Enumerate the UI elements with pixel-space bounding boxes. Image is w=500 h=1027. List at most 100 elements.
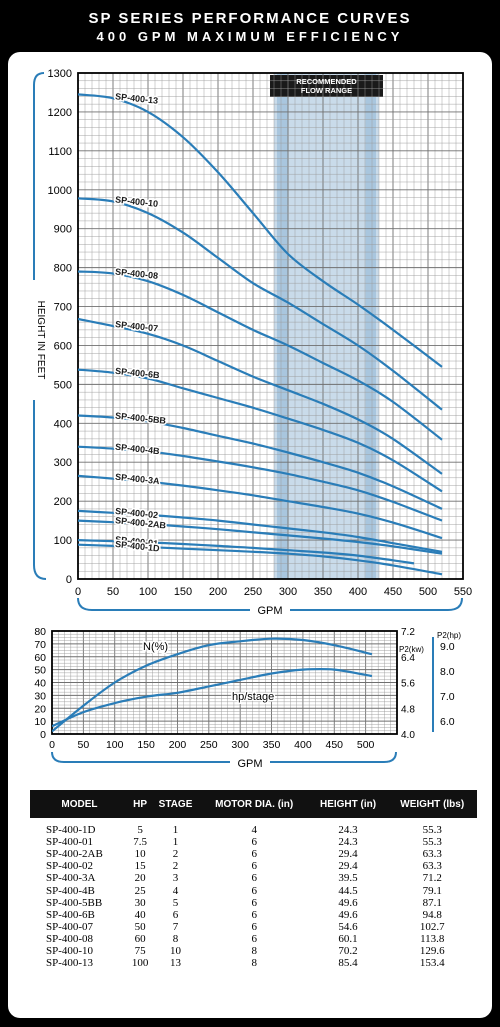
table-cell: 79.1: [422, 884, 442, 897]
table-row: SP-400-01 7.5 1 6 24.3 55.3: [30, 836, 477, 848]
y-tick-label: 600: [54, 340, 72, 352]
table-cell: 39.5: [338, 872, 358, 885]
table-cell: 1: [172, 824, 179, 837]
y-tick-label: 100: [54, 535, 72, 547]
curve-sp-400-08: [78, 270, 443, 441]
table-cell: 8: [251, 957, 257, 970]
table-cell: 2: [172, 848, 179, 861]
table-row: SP-400-02 15 2 6 29.4 63.3: [30, 860, 477, 872]
y-tick-label: 60: [34, 652, 46, 664]
x-tick-label: 200: [169, 739, 187, 751]
y-tick-label: 1300: [48, 68, 72, 80]
curve-sp-400-13: [78, 93, 443, 368]
table-cell: 8: [172, 932, 179, 945]
table-cell: 13: [170, 957, 182, 970]
plot-frame: [51, 630, 398, 735]
y-tick-label: 0: [40, 729, 46, 741]
curve-label: SP-400-13: [115, 91, 159, 105]
table-cell: 87.1: [422, 896, 442, 909]
curve-label: N(%): [143, 641, 168, 653]
table-row: SP-400-5BB 30 5 6 49.6 87.1: [30, 897, 477, 909]
curve-efficiency: [52, 637, 373, 733]
table-cell: SP-400-6B: [46, 908, 95, 921]
table-cell: SP-400-07: [46, 920, 94, 933]
table-cell: 7.5: [133, 836, 147, 849]
table-cell: 55.3: [422, 836, 442, 849]
curve-label: hp/stage: [232, 691, 274, 703]
table-cell: SP-400-5BB: [46, 896, 103, 909]
table-cell: 113.8: [420, 932, 445, 945]
curve-label: SP-400-6B: [115, 366, 161, 381]
table-cell: SP-400-2AB: [46, 848, 103, 861]
header: SP SERIES PERFORMANCE CURVES 400 GPM MAX…: [0, 0, 500, 50]
column-header: HEIGHT (in): [308, 790, 388, 818]
band-label-line: RECOMMENDED: [296, 77, 357, 86]
table-cell: 40: [134, 908, 146, 921]
y-tick-label: 80: [34, 626, 46, 638]
curve-hp-stage: [52, 667, 373, 728]
table-cell: 49.6: [338, 896, 358, 909]
table-cell: 6: [172, 908, 179, 921]
table-row: SP-400-08 60 8 6 60.1 113.8: [30, 933, 477, 945]
table-cell: 49.6: [338, 908, 358, 921]
table-cell: 102.7: [419, 920, 445, 933]
y-tick-label: 70: [34, 639, 46, 651]
y-tick-label: 200: [54, 496, 72, 508]
table-cell: 6: [251, 908, 257, 921]
table-row: SP-400-1D 5 1 4 24.3 55.3: [30, 818, 477, 836]
y-tick-label: 1100: [48, 146, 72, 158]
y-tick-label: 0: [66, 574, 72, 586]
table-cell: 1: [172, 836, 179, 849]
x-tick-label: 350: [263, 739, 281, 751]
table-cell: 70.2: [338, 944, 358, 957]
table-cell: 15: [134, 860, 146, 873]
x-tick-label: 500: [419, 586, 437, 598]
table-row: SP-400-4B 25 4 6 44.5 79.1: [30, 884, 477, 897]
y-tick-label: 1000: [48, 185, 72, 197]
curve-sp-400-01: [78, 539, 415, 565]
table-row: SP-400-3A 20 3 6 39.5 71.2: [30, 872, 477, 884]
x-tick-label: 100: [139, 586, 157, 598]
column-header: STAGE: [151, 790, 200, 818]
table-cell: 6: [251, 848, 257, 861]
x-tick-label: 400: [349, 586, 367, 598]
x-tick-label: 300: [231, 739, 249, 751]
table-cell: 85.4: [338, 957, 358, 970]
column-header: WEIGHT (lbs): [387, 790, 477, 818]
x-tick-label: 450: [384, 586, 402, 598]
x-tick-label: 200: [209, 586, 227, 598]
table-cell: 29.4: [338, 848, 358, 861]
x-tick-label: 50: [78, 739, 90, 751]
table-cell: 24.3: [338, 836, 358, 849]
x-tick-label: 250: [244, 586, 262, 598]
x-tick-label: 300: [279, 586, 297, 598]
x-tick-label: 350: [314, 586, 332, 598]
curve-sp-400-5bb: [78, 414, 443, 510]
curve-sp-400-02: [78, 509, 443, 553]
table-cell: 2: [172, 860, 179, 873]
x-axis-label: GPM: [237, 758, 262, 770]
table-cell: SP-400-10: [46, 944, 94, 957]
column-header: MOTOR DIA. (in): [199, 790, 309, 818]
table-cell: 153.4: [419, 957, 445, 970]
table-cell: SP-400-02: [46, 860, 94, 873]
table-cell: 63.3: [422, 848, 442, 861]
y-tick-label: 500: [54, 379, 72, 391]
table-cell: 6: [251, 896, 257, 909]
y-tick-label: 30: [34, 690, 46, 702]
kw-axis-label: P2(kw): [399, 645, 424, 654]
curve-sp-400-1d: [78, 543, 443, 576]
table-cell: 63.3: [422, 860, 442, 873]
table-cell: 3: [172, 872, 179, 885]
hp-axis-label: P2(hp): [437, 631, 461, 640]
performance-curves-chart: 0100200300400500600700800900100011001200…: [33, 68, 473, 617]
table-row: SP-400-07 50 7 6 54.6 102.7: [30, 921, 477, 933]
curve-label: SP-400-4B: [115, 442, 161, 457]
x-tick-label: 550: [454, 586, 472, 598]
x-tick-label: 500: [357, 739, 375, 751]
table-cell: 25: [134, 884, 146, 897]
hp-tick-label: 9.0: [440, 641, 455, 653]
table-cell: 100: [131, 957, 149, 970]
y-tick-label: 20: [34, 703, 46, 715]
table-cell: 30: [134, 896, 146, 909]
